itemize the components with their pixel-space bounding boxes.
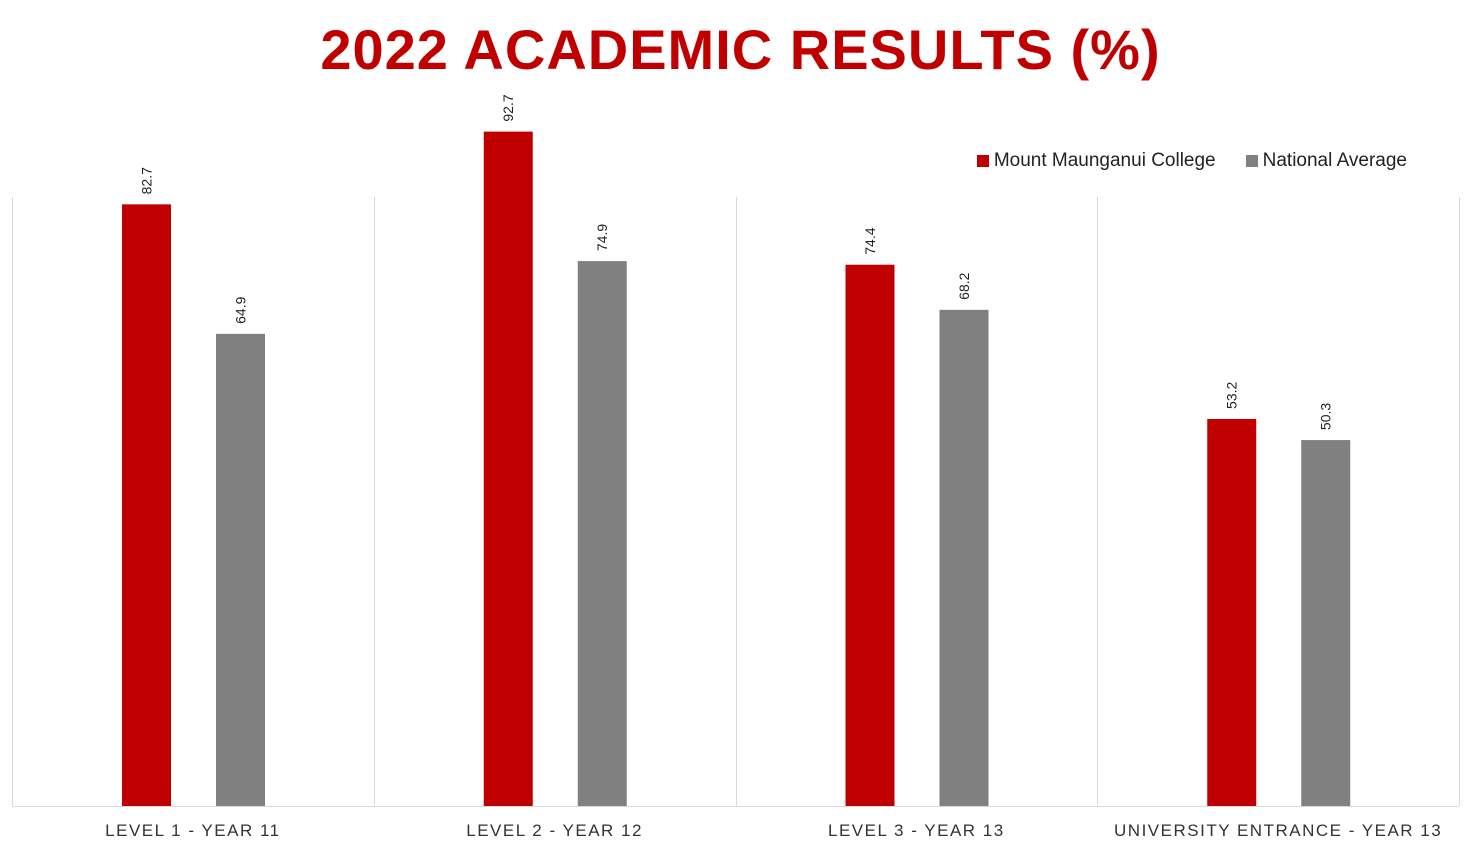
data-label: 74.9	[594, 224, 610, 251]
bar-school	[483, 131, 533, 807]
category-label: LEVEL 1 - YEAR 11	[105, 821, 280, 840]
category-label: LEVEL 2 - YEAR 12	[466, 821, 643, 840]
legend-swatch-school	[976, 155, 989, 167]
legend-label-school: Mount Maunganui College	[993, 150, 1216, 171]
bar-national	[939, 309, 989, 806]
data-label: 53.2	[1224, 382, 1240, 409]
data-label: 68.2	[956, 272, 972, 299]
category-label: LEVEL 3 - YEAR 13	[828, 821, 1005, 840]
bar-national	[577, 261, 627, 806]
legend-label-national: National Average	[1262, 150, 1407, 171]
category-label: UNIVERSITY ENTRANCE - YEAR 13	[1114, 821, 1442, 840]
data-label: 74.4	[862, 227, 878, 254]
data-label: 82.7	[139, 167, 155, 194]
data-label: 92.7	[500, 94, 516, 121]
legend-item-national: National Average	[1245, 150, 1407, 172]
bar-school	[845, 264, 895, 806]
data-label: 50.3	[1318, 403, 1334, 430]
bar-national	[1301, 440, 1351, 806]
legend-swatch-national	[1245, 155, 1258, 167]
data-label: 64.9	[233, 296, 249, 323]
bar-national	[216, 333, 265, 806]
chart-title: 2022 ACADEMIC RESULTS (%)	[320, 18, 1161, 81]
chart-legend: Mount Maunganui College National Average	[947, 150, 1407, 172]
bar-school	[122, 204, 171, 807]
legend-item-school: Mount Maunganui College	[976, 150, 1216, 172]
bar-school	[1207, 418, 1257, 806]
